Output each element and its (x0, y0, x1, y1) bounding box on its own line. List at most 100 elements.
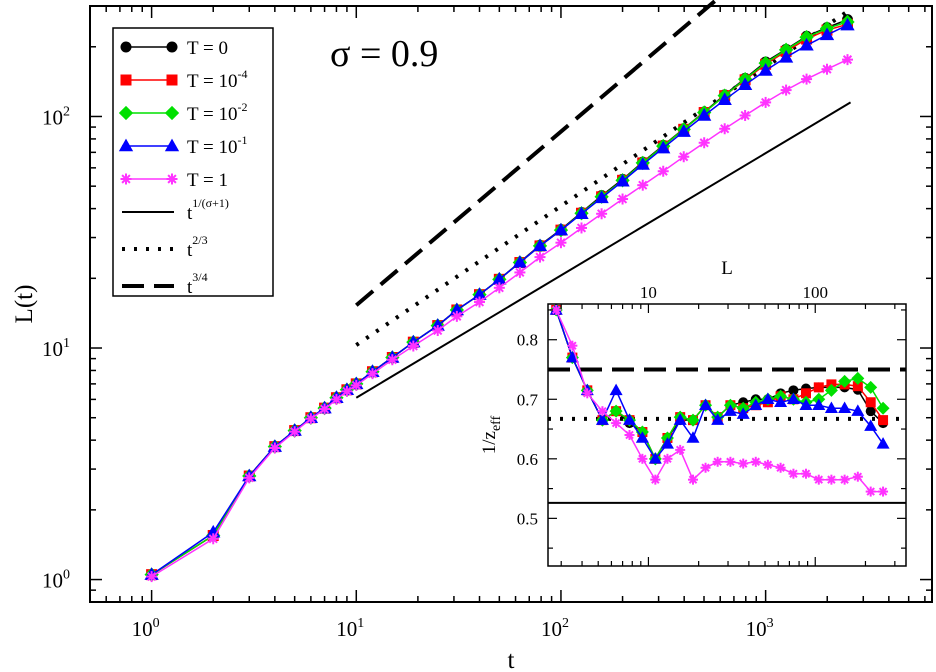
star-stroke (167, 174, 177, 184)
data-point (687, 474, 698, 485)
main-plot-frame (89, 5, 933, 603)
inset-series (549, 304, 890, 497)
star-stroke (121, 174, 131, 184)
star-stroke (781, 85, 791, 95)
legend-label: t3/4 (187, 270, 208, 298)
data-point (597, 406, 608, 417)
star-stroke (701, 463, 710, 472)
data-point (617, 193, 629, 205)
data-point (120, 74, 132, 86)
reference-line-solid (355, 101, 852, 399)
data-point (841, 54, 853, 66)
data-point (648, 452, 662, 464)
data-point (778, 42, 794, 57)
data-point (813, 382, 824, 393)
data-point (851, 371, 865, 385)
data-point (800, 468, 811, 479)
y-tick-label-exp: 2 (63, 104, 70, 119)
data-point (824, 401, 838, 413)
data-point (635, 157, 650, 170)
data-point (675, 444, 686, 455)
legend-label-base: t (187, 277, 193, 298)
data-point (118, 105, 134, 121)
data-point (166, 41, 178, 53)
star-stroke (408, 341, 418, 351)
data-point (824, 383, 838, 397)
star-stroke (827, 475, 836, 484)
star-stroke (319, 404, 330, 414)
data-point (698, 137, 710, 149)
y-tick-label-exp: 0 (63, 568, 70, 583)
data-point (164, 138, 180, 152)
data-point (852, 471, 863, 482)
legend-label-exp: -4 (237, 67, 247, 81)
data-point (876, 437, 890, 449)
star-stroke (801, 74, 812, 84)
data-point (449, 302, 464, 316)
data-point (725, 456, 736, 467)
star-stroke (351, 380, 361, 390)
star-stroke (474, 297, 485, 307)
star-stroke (515, 267, 525, 278)
legend-item: t1/(σ+1) (122, 196, 229, 224)
y-tick-label-base: 10 (42, 105, 63, 129)
legend-label: T = 10-1 (187, 133, 247, 158)
data-point (762, 459, 773, 470)
data-point (737, 77, 753, 91)
data-point (555, 237, 567, 249)
data-point (305, 413, 317, 425)
star-stroke (814, 475, 824, 484)
legend-label-base: T = 10 (187, 71, 237, 92)
data-point (799, 37, 814, 51)
star-stroke (720, 124, 730, 134)
data-point (717, 92, 732, 106)
inset-reference-lines (548, 367, 906, 504)
data-point (678, 151, 690, 163)
legend-item: T = 10-4 (120, 67, 247, 92)
star-stroke (290, 427, 300, 437)
data-point (676, 124, 691, 137)
inset-x-axis-label: L (721, 258, 733, 279)
data-point (758, 63, 773, 76)
inset-x-tick-label: 100 (802, 283, 828, 302)
data-point (637, 453, 648, 464)
y-tick-label: 100 (42, 568, 70, 593)
data-point (838, 374, 852, 388)
x-tick-label-base: 10 (746, 617, 767, 641)
x-tick-label-base: 10 (336, 617, 357, 641)
data-point (534, 251, 546, 263)
data-point (801, 73, 813, 85)
data-point (876, 401, 890, 415)
data-point (813, 474, 824, 485)
legend-item: t2/3 (122, 233, 208, 261)
star-stroke (658, 166, 668, 176)
star-stroke (789, 469, 798, 478)
data-point (819, 27, 835, 41)
star-stroke (740, 110, 750, 121)
star-stroke (638, 180, 648, 190)
legend-item: T = 10-1 (118, 133, 247, 158)
inset-series-triangle (549, 304, 890, 464)
legend-label-base: t (187, 203, 193, 224)
data-point (840, 17, 855, 31)
data-point (660, 437, 674, 449)
star-stroke (866, 487, 875, 496)
x-tick-label-exp: 1 (357, 616, 364, 631)
star-stroke (597, 209, 607, 219)
data-point (780, 84, 792, 96)
star-stroke (452, 311, 462, 321)
data-point (289, 426, 301, 438)
legend-label-exp: 2/3 (192, 233, 207, 247)
legend-item: T = 1 (120, 170, 228, 191)
star-stroke (761, 97, 771, 108)
star-stroke (675, 445, 685, 455)
data-point (472, 287, 487, 300)
star-stroke (738, 459, 748, 468)
data-point (788, 385, 799, 396)
data-point (799, 398, 813, 410)
legend-label: T = 10-2 (187, 100, 247, 125)
star-stroke (331, 394, 342, 404)
legend-label-base: T = 10 (187, 137, 237, 158)
data-point (778, 49, 794, 63)
